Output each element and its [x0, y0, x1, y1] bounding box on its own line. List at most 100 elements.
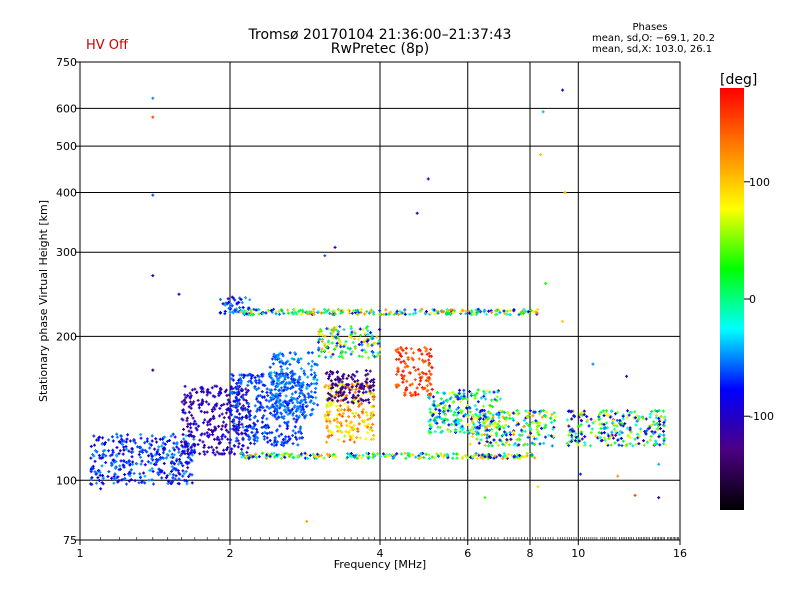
data-point: [605, 413, 609, 417]
data-point: [190, 430, 194, 434]
data-point: [597, 415, 601, 419]
data-point: [357, 337, 361, 341]
data-point: [155, 440, 159, 444]
data-point: [372, 434, 376, 438]
data-point: [246, 383, 250, 387]
data-point: [419, 452, 423, 456]
data-point: [654, 413, 658, 417]
data-point: [194, 426, 198, 430]
data-point: [489, 309, 493, 313]
data-point: [368, 369, 372, 373]
data-point: [453, 393, 457, 397]
data-point: [92, 434, 96, 438]
data-point: [349, 333, 353, 337]
data-point: [439, 397, 443, 401]
data-point: [322, 311, 326, 315]
data-point: [427, 369, 431, 373]
data-point: [245, 312, 249, 316]
data-point: [283, 383, 287, 387]
data-point: [550, 413, 554, 417]
data-point: [208, 418, 212, 422]
data-point: [590, 427, 594, 431]
data-point: [270, 431, 274, 435]
data-point: [213, 407, 217, 411]
data-point: [115, 432, 119, 436]
data-point: [96, 469, 100, 473]
data-point: [278, 312, 282, 316]
data-point: [449, 409, 453, 413]
data-point: [365, 339, 369, 343]
data-point: [345, 455, 349, 459]
data-point: [342, 390, 346, 394]
data-point: [279, 456, 283, 460]
data-point: [334, 390, 338, 394]
data-point: [206, 420, 210, 424]
data-point: [107, 470, 111, 474]
data-point: [349, 420, 353, 424]
data-point: [303, 414, 307, 418]
data-point: [278, 424, 282, 428]
data-point: [483, 433, 487, 437]
data-point: [284, 360, 288, 364]
data-point: [517, 443, 521, 447]
data-point: [172, 462, 176, 466]
data-point: [476, 310, 480, 314]
data-point: [224, 428, 228, 432]
data-point: [117, 479, 121, 483]
data-point: [244, 387, 248, 391]
data-point: [542, 409, 546, 413]
data-point: [530, 441, 534, 445]
data-point: [220, 427, 224, 431]
data-point: [274, 401, 278, 405]
data-point: [603, 426, 607, 430]
data-point: [369, 308, 373, 312]
data-point: [603, 436, 607, 440]
data-point: [429, 430, 433, 434]
data-point: [576, 443, 580, 447]
data-point: [526, 435, 530, 439]
data-point: [479, 409, 483, 413]
data-point: [399, 354, 403, 358]
data-point: [221, 433, 225, 437]
data-point: [190, 481, 194, 485]
data-point: [518, 438, 522, 442]
data-point: [316, 340, 320, 344]
data-point: [95, 450, 99, 454]
data-point: [574, 435, 578, 439]
data-point: [583, 443, 587, 447]
data-point: [490, 310, 494, 314]
data-point: [317, 354, 321, 358]
data-point: [470, 434, 474, 438]
data-point: [509, 437, 513, 441]
data-point: [240, 422, 244, 426]
data-point: [304, 400, 308, 404]
data-point: [651, 423, 655, 427]
data-point: [372, 404, 376, 408]
data-point: [153, 447, 157, 451]
data-point: [290, 407, 294, 411]
data-point: [327, 308, 331, 312]
data-point: [256, 436, 260, 440]
data-point: [649, 438, 653, 442]
data-point: [303, 373, 307, 377]
data-point: [288, 351, 292, 355]
data-point: [351, 373, 355, 377]
data-point: [259, 403, 263, 407]
data-point: [126, 461, 130, 465]
data-point: [487, 410, 491, 414]
data-point: [107, 449, 111, 453]
data-point: [480, 433, 484, 437]
data-point: [485, 419, 489, 423]
data-point: [211, 409, 215, 413]
data-point: [535, 311, 539, 315]
data-point: [275, 392, 279, 396]
data-point: [583, 435, 587, 439]
data-point: [269, 391, 273, 395]
data-point: [295, 418, 299, 422]
data-point: [118, 464, 122, 468]
data-point: [120, 478, 124, 482]
data-point: [648, 412, 652, 416]
data-point: [110, 435, 114, 439]
data-point: [538, 412, 542, 416]
data-point: [258, 408, 262, 412]
